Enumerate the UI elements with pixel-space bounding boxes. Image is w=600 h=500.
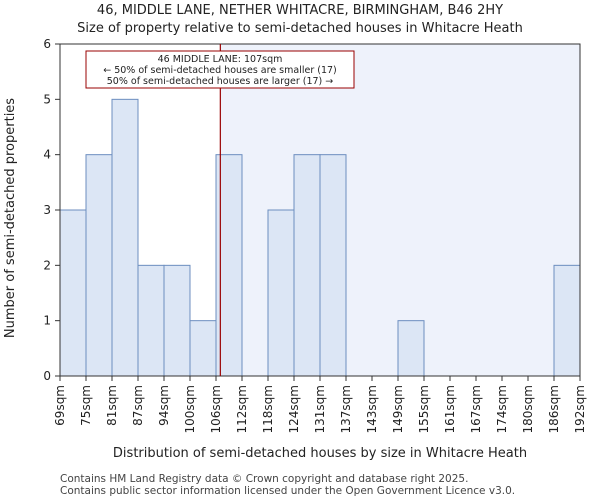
plot-area: 0 1 2 3 4 5 6 69sqm 75sqm 81sqm 87sqm 94sqm 100sqm 10… (43, 37, 587, 433)
bar (319, 154, 347, 377)
bar (163, 264, 191, 377)
x-tick-label: 167sqm (469, 385, 483, 433)
chart-subtitle: Size of property relative to semi-detach… (77, 21, 523, 36)
bar (397, 320, 425, 377)
x-tick-label: 186sqm (547, 385, 561, 433)
footer-line-1: Contains HM Land Registry data © Crown c… (60, 473, 468, 485)
x-tick-label: 137sqm (339, 385, 353, 433)
x-tick-label: 100sqm (183, 385, 197, 433)
x-tick-label: 131sqm (313, 385, 327, 433)
x-tick-label: 69sqm (53, 385, 67, 426)
x-tick-label: 87sqm (131, 385, 145, 426)
annotation-box: 46 MIDDLE LANE: 107sqm ← 50% of semi-det… (85, 50, 355, 89)
annotation-frame (85, 50, 355, 89)
x-tick-label: 149sqm (391, 385, 405, 433)
x-tick-label: 155sqm (417, 385, 431, 433)
x-tick-label: 192sqm (573, 385, 587, 433)
y-tick-label: 0 (43, 369, 51, 383)
x-tick-label: 174sqm (495, 385, 509, 433)
y-tick-label: 5 (43, 92, 51, 106)
bar (189, 320, 217, 377)
x-tick-label: 106sqm (209, 385, 223, 433)
y-tick-label: 1 (43, 314, 51, 328)
annotation-line-2: ← 50% of semi-detached houses are smalle… (103, 65, 337, 76)
x-tick-label: 94sqm (157, 385, 171, 426)
x-axis-label: Distribution of semi-detached houses by … (113, 446, 527, 461)
footer-line-2: Contains public sector information licen… (60, 485, 515, 497)
y-tick-label: 2 (43, 258, 51, 272)
bar (267, 209, 295, 377)
bar (553, 264, 581, 377)
annotation-line-1: 46 MIDDLE LANE: 107sqm (158, 54, 283, 65)
x-tick-label: 118sqm (261, 385, 275, 433)
bar (85, 154, 113, 377)
y-tick-label: 6 (43, 37, 51, 51)
bar (59, 209, 87, 377)
y-tick-label: 3 (43, 203, 51, 217)
x-tick-label: 81sqm (105, 385, 119, 426)
bar (111, 98, 139, 377)
bar (293, 154, 321, 377)
annotation-line-3: 50% of semi-detached houses are larger (… (107, 76, 334, 87)
y-tick-label: 4 (43, 148, 51, 162)
x-tick-label: 143sqm (365, 385, 379, 433)
y-axis-label: Number of semi-detached properties (3, 98, 18, 338)
bar (137, 264, 165, 377)
x-tick-label: 180sqm (521, 385, 535, 433)
x-tick-label: 112sqm (235, 385, 249, 433)
x-tick-label: 161sqm (443, 385, 457, 433)
chart-title: 46, MIDDLE LANE, NETHER WHITACRE, BIRMIN… (97, 3, 503, 18)
x-tick-label: 124sqm (287, 385, 301, 433)
x-tick-label: 75sqm (79, 385, 93, 426)
